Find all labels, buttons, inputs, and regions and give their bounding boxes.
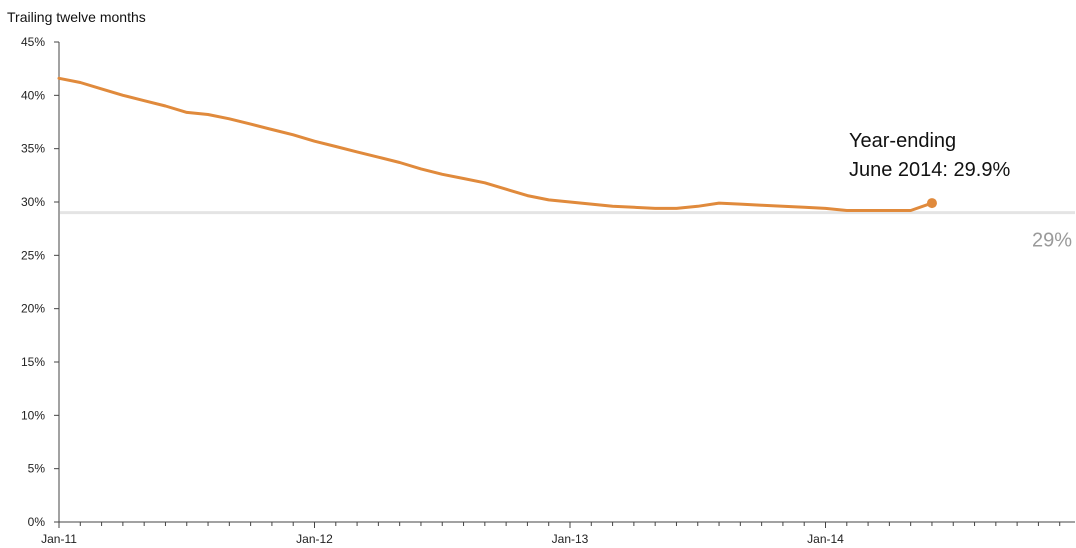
y-tick-label: 20% <box>21 302 45 316</box>
x-tick-label: Jan-13 <box>552 532 589 546</box>
y-tick-label: 45% <box>21 35 45 49</box>
x-tick-label: Jan-14 <box>807 532 844 546</box>
series-end-point <box>926 198 937 209</box>
x-axis: Jan-11 Jan-12 Jan-13 Jan-14 <box>41 521 1075 546</box>
annotation-line-1: Year-ending <box>849 130 956 152</box>
x-tick-label: Jan-12 <box>296 532 333 546</box>
y-tick-label: 30% <box>21 195 45 209</box>
chart-subtitle: Trailing twelve months <box>7 9 146 25</box>
reference-line-label: 29% <box>1032 230 1072 252</box>
y-axis: 0% 5% 10% 15% 20% 25% 30% 35% 40% 45% <box>21 35 60 529</box>
y-tick-label: 0% <box>28 515 46 529</box>
x-tick-label: Jan-11 <box>41 532 77 546</box>
y-tick-label: 10% <box>21 408 45 422</box>
annotation-line-2: June 2014: 29.9% <box>849 159 1010 181</box>
y-tick-label: 5% <box>28 462 46 476</box>
y-tick-label: 35% <box>21 142 45 156</box>
series-line <box>57 76 934 212</box>
y-tick-label: 40% <box>21 88 45 102</box>
y-tick-label: 25% <box>21 248 45 262</box>
y-tick-label: 15% <box>21 355 45 369</box>
